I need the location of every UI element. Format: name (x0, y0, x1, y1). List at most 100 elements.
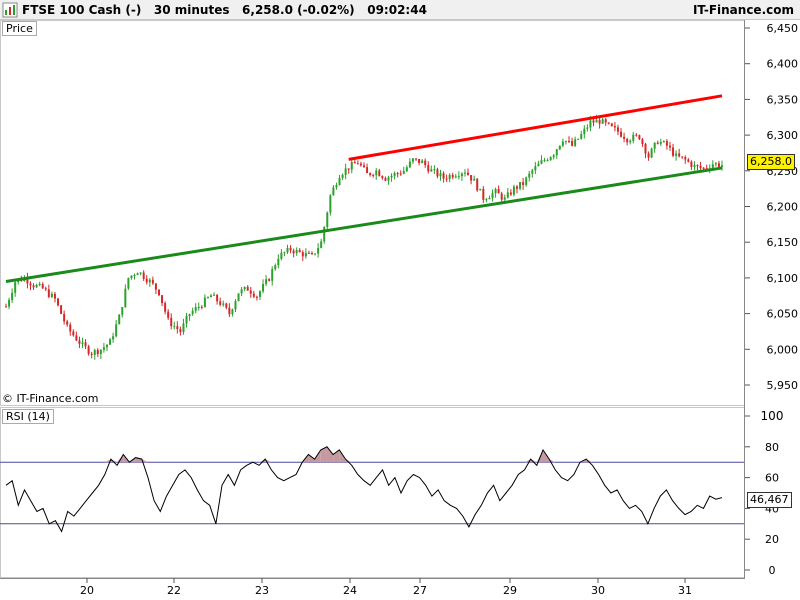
candle-body (610, 123, 613, 127)
candle-body (320, 241, 323, 249)
rsi-tick-label: 80 (765, 441, 779, 454)
candle-body (375, 170, 378, 176)
candle-body (470, 175, 473, 181)
candle-body (656, 142, 659, 144)
rsi-overbought-area (308, 454, 315, 463)
candle-body (522, 182, 525, 185)
support-trend-line[interactable] (5, 166, 723, 283)
price-panel-frame (0, 20, 745, 406)
quote-label: 6,258.0 (-0.02%) (242, 3, 355, 17)
rsi-line (5, 446, 723, 533)
candle-body (494, 189, 497, 194)
candle-body (454, 176, 457, 178)
candle-body (390, 175, 393, 178)
candle-body (479, 188, 482, 191)
trend-lines[interactable] (5, 94, 723, 283)
candle-body (75, 335, 78, 341)
price-tick-label: 6,300 (767, 129, 799, 142)
rsi-value-tag: 46,467 (747, 492, 792, 508)
candle-body (537, 163, 540, 167)
candle-body (369, 173, 372, 175)
candle-body (274, 265, 277, 270)
candle-body (672, 147, 675, 156)
candle-body (702, 167, 705, 169)
candle-body (252, 293, 255, 297)
candle-body (99, 349, 102, 355)
candle-body (381, 176, 384, 179)
candle-body (265, 279, 268, 285)
candle-body (188, 314, 191, 317)
candle-body (717, 163, 720, 167)
candle-body (234, 301, 237, 310)
candle-body (41, 283, 44, 289)
candle-body (102, 347, 105, 350)
candle-body (112, 336, 115, 340)
candle-body (341, 174, 344, 178)
candle-body (561, 141, 564, 146)
candle-body (60, 305, 63, 314)
candle-body (157, 289, 160, 296)
candle-body (280, 252, 283, 259)
candle-body (268, 279, 271, 281)
candle-body (81, 342, 84, 344)
candle-body (26, 277, 29, 284)
price-tick-label: 6,200 (767, 201, 799, 214)
candle-body (711, 164, 714, 169)
candle-body (629, 140, 632, 143)
candle-body (626, 138, 629, 143)
instrument-header: FTSE 100 Cash (-) 30 minutes 6,258.0 (-0… (22, 3, 427, 17)
price-tick-label: 6,100 (767, 272, 799, 285)
candle-body (38, 283, 41, 286)
time-tick-label: 31 (678, 584, 692, 597)
candle-body (356, 163, 359, 165)
candle-body (347, 168, 350, 170)
candle-body (598, 119, 601, 124)
candle-body (506, 192, 509, 198)
rsi-panel-label: RSI (14) (2, 409, 54, 424)
candle-body (574, 139, 577, 146)
candle-body (338, 177, 341, 186)
candle-body (66, 321, 69, 325)
candle-body (531, 170, 534, 174)
candle-body (5, 306, 7, 308)
price-tick-label: 5,950 (767, 379, 799, 392)
candle-body (564, 140, 567, 142)
time-tick-label: 27 (413, 584, 427, 597)
candle-body (53, 293, 56, 299)
candle-body (194, 307, 197, 311)
candle-body (118, 314, 121, 325)
candle-body (659, 141, 662, 144)
candle-body (476, 178, 479, 191)
candle-body (8, 299, 11, 307)
time-tick-label: 20 (80, 584, 94, 597)
candle-body (179, 329, 182, 333)
candle-body (433, 169, 436, 171)
candle-body (203, 297, 206, 307)
candle-body (595, 119, 598, 123)
chart-app-icon[interactable] (2, 2, 18, 18)
rsi-threshold-lines (0, 461, 744, 525)
candle-body (482, 188, 485, 200)
candle-body (415, 158, 418, 160)
candle-body (693, 165, 696, 167)
rsi-tick-label: 100 (761, 409, 784, 423)
rsi-overbought-area (345, 459, 352, 463)
candle-body (271, 269, 274, 281)
candle-body (675, 153, 678, 156)
price-candles (5, 114, 723, 360)
candle-body (350, 162, 353, 170)
rsi-overbought-area (104, 459, 111, 463)
timeframe-label: 30 minutes (153, 3, 230, 17)
candle-body (503, 197, 506, 200)
rsi-panel-frame (0, 407, 745, 578)
candle-body (497, 189, 500, 194)
candle-body (286, 247, 289, 253)
candle-body (213, 294, 216, 296)
candle-body (151, 279, 154, 284)
candle-body (222, 303, 225, 305)
candle-body (185, 316, 188, 324)
candle-body (421, 160, 424, 164)
resistance-trend-line[interactable] (348, 94, 723, 161)
candle-body (344, 168, 347, 175)
